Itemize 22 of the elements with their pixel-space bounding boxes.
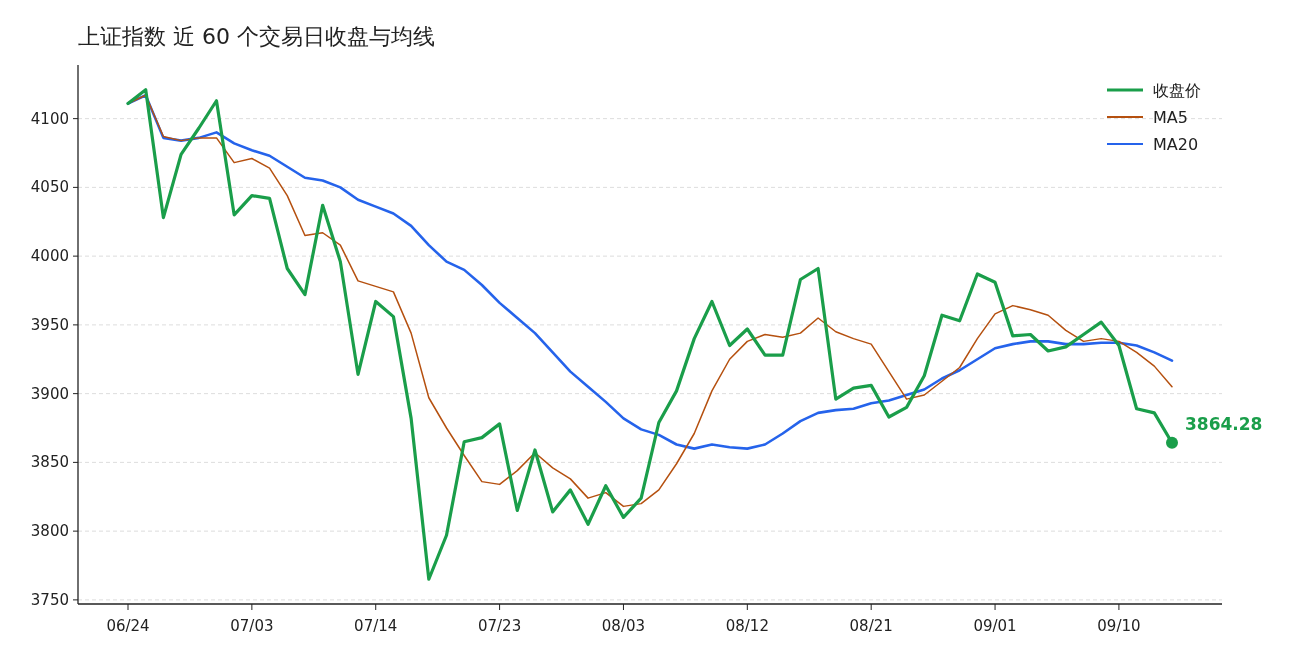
x-tick-label: 08/03 xyxy=(601,617,646,635)
y-tick-label: 3750 xyxy=(30,590,69,609)
y-tick-label: 3950 xyxy=(30,315,69,334)
data-label: 3864.28 xyxy=(1185,413,1263,434)
x-tick-label: 07/03 xyxy=(230,617,274,635)
y-tick-label: 3900 xyxy=(30,384,69,403)
x-tick-label: 08/21 xyxy=(849,617,893,635)
x-tick-label: 07/23 xyxy=(477,617,522,635)
legend-label: MA5 xyxy=(1153,108,1188,127)
x-tick-label: 07/14 xyxy=(354,617,398,635)
x-tick-label: 06/24 xyxy=(106,617,150,635)
y-tick-label: 3800 xyxy=(30,522,69,541)
y-tick-label: 3850 xyxy=(30,453,69,472)
x-tick-label: 09/10 xyxy=(1097,617,1141,635)
y-tick-label: 4000 xyxy=(30,247,69,266)
legend-label: 收盘价 xyxy=(1153,81,1201,100)
legend-label: MA20 xyxy=(1153,135,1199,154)
x-tick-label: 08/12 xyxy=(725,617,769,635)
chart-title: 上证指数 近 60 个交易日收盘与均线 xyxy=(78,24,435,49)
y-tick-label: 4050 xyxy=(30,178,69,197)
y-tick-label: 4100 xyxy=(30,109,69,128)
x-tick-label: 09/01 xyxy=(973,617,1017,635)
